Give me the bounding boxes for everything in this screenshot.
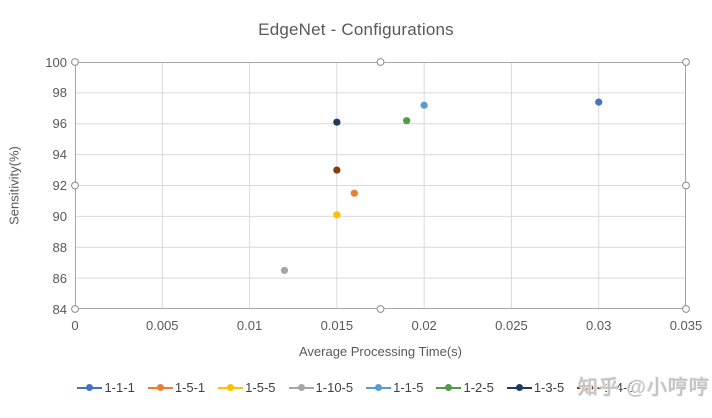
legend-item-1-1-5[interactable]: 1-1-5 xyxy=(366,380,423,395)
data-point-1-2-5[interactable] xyxy=(403,117,411,125)
x-tick-label: 0 xyxy=(71,318,79,333)
legend-item-1-3-5[interactable]: 1-3-5 xyxy=(506,380,565,395)
legend-marker-icon xyxy=(577,381,603,394)
legend-item-1-4-5[interactable]: 1-4-5 xyxy=(577,380,635,395)
legend-item-1-10-5[interactable]: 1-10-5 xyxy=(288,380,354,395)
legend-label: 1-10-5 xyxy=(315,380,354,395)
legend-marker-icon xyxy=(77,381,103,394)
legend-marker-icon xyxy=(288,381,314,394)
y-tick-label: 96 xyxy=(52,116,67,132)
x-tick-label: 0.035 xyxy=(669,318,703,333)
selection-handle[interactable] xyxy=(71,181,79,190)
legend-item-1-2-5[interactable]: 1-2-5 xyxy=(436,380,494,395)
selection-handle[interactable] xyxy=(682,305,690,313)
legend-label: 1-1-1 xyxy=(104,380,135,395)
legend-marker-dot xyxy=(515,384,523,391)
x-tick-label: 0.015 xyxy=(320,318,354,333)
x-tick-label: 0.005 xyxy=(146,318,179,333)
y-tick-label: 92 xyxy=(52,178,67,193)
x-tick-label: 0.025 xyxy=(495,318,528,333)
selection-handle[interactable] xyxy=(682,58,690,66)
selection-handle[interactable] xyxy=(376,305,385,313)
y-tick-label: 98 xyxy=(52,85,67,101)
selection-handle[interactable] xyxy=(376,58,385,66)
legend-item-1-5-1[interactable]: 1-5-1 xyxy=(147,380,206,395)
x-tick-label: 0.01 xyxy=(236,318,263,333)
legend-label: 1-2-5 xyxy=(463,380,494,395)
selection-handle[interactable] xyxy=(71,305,79,313)
data-point-1-1-1[interactable] xyxy=(595,98,603,106)
legend-marker-dot xyxy=(445,384,453,391)
legend-label: 1-4-5 xyxy=(604,380,635,395)
data-point-1-5-1[interactable] xyxy=(350,189,358,197)
legend-marker-dot xyxy=(86,384,94,391)
data-point-1-5-5[interactable] xyxy=(333,211,341,219)
data-point-1-1-5[interactable] xyxy=(420,101,428,109)
x-tick-label: 0.03 xyxy=(586,318,612,333)
legend-item-1-1-1[interactable]: 1-1-1 xyxy=(77,380,135,395)
legend-item-1-5-5[interactable]: 1-5-5 xyxy=(218,380,276,395)
legend-label: 1-3-5 xyxy=(533,380,565,395)
y-tick-label: 86 xyxy=(52,270,67,286)
legend-marker-icon xyxy=(147,381,173,394)
legend-label: 1-5-5 xyxy=(245,380,276,395)
x-axis-title: Average Processing Time(s) xyxy=(298,344,463,359)
data-point-1-3-5[interactable] xyxy=(333,118,341,126)
y-tick-label: 84 xyxy=(52,301,67,317)
legend: 1-1-1 1-5-1 1-5-5 1-10-5 1-1-5 1-2-5 1-3-5 1-4-… xyxy=(0,380,712,395)
legend-marker-icon xyxy=(506,381,532,394)
legend-marker-icon xyxy=(366,381,392,394)
legend-marker-dot xyxy=(586,384,594,391)
selection-handle[interactable] xyxy=(682,181,690,190)
data-point-1-4-5[interactable] xyxy=(333,166,341,174)
y-tick-label: 88 xyxy=(52,239,67,255)
y-tick-label: 94 xyxy=(52,147,67,163)
legend-marker-dot xyxy=(156,384,164,391)
legend-label: 1-5-1 xyxy=(174,380,206,395)
chart-title: EdgeNet - Configurations xyxy=(258,20,454,39)
x-tick-label: 0.02 xyxy=(411,318,437,333)
legend-marker-dot xyxy=(297,384,305,391)
legend-marker-dot xyxy=(227,384,235,391)
legend-marker-dot xyxy=(375,384,383,391)
y-tick-label: 90 xyxy=(52,208,67,224)
selection-handle[interactable] xyxy=(71,58,79,66)
data-point-1-10-5[interactable] xyxy=(280,266,289,275)
legend-marker-icon xyxy=(218,381,244,394)
y-tick-label: 100 xyxy=(45,54,67,70)
legend-label: 1-1-5 xyxy=(393,380,424,395)
legend-marker-icon xyxy=(436,381,462,394)
